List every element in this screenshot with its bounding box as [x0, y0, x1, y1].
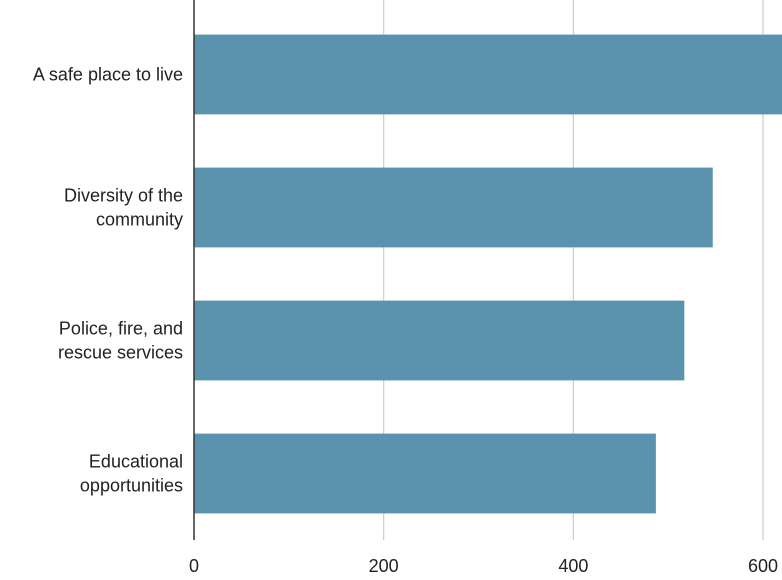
bar	[194, 167, 713, 248]
x-tick-label: 0	[189, 556, 199, 575]
category-label: Police, fire, and rescue services	[58, 319, 183, 363]
x-tick-label: 400	[558, 556, 588, 575]
category-label: A safe place to live	[33, 65, 183, 85]
x-tick-label: 200	[369, 556, 399, 575]
x-tick-labels: 0 200 400 600	[189, 556, 778, 576]
bar	[194, 433, 656, 514]
category-label: Educational opportunities	[80, 452, 183, 496]
bar	[194, 300, 685, 381]
category-labels: A safe place to live Diversity of the comm…	[33, 65, 183, 496]
bar	[194, 34, 782, 115]
x-tick-label: 600	[748, 556, 778, 575]
category-label: Diversity of the community	[64, 186, 183, 230]
bar-series	[194, 34, 782, 514]
